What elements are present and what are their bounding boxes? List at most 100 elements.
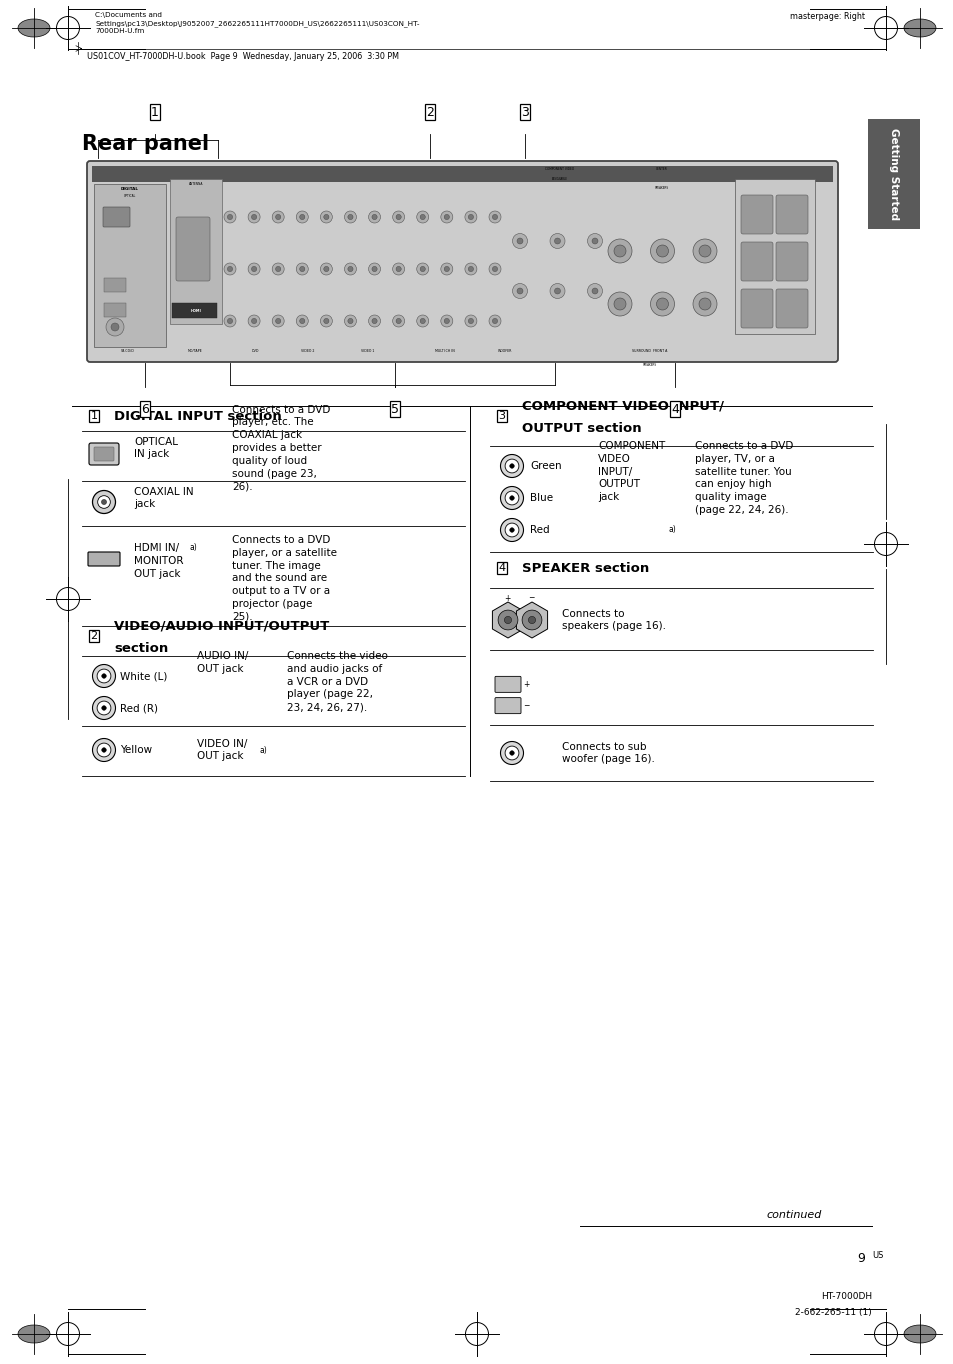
FancyBboxPatch shape: [91, 166, 832, 181]
Ellipse shape: [903, 1324, 935, 1344]
Text: 1: 1: [151, 105, 159, 119]
Circle shape: [299, 214, 305, 220]
Circle shape: [554, 288, 560, 295]
Circle shape: [468, 318, 473, 323]
Circle shape: [393, 315, 404, 327]
Circle shape: [699, 246, 710, 256]
Circle shape: [320, 315, 332, 327]
Circle shape: [512, 284, 527, 299]
FancyBboxPatch shape: [94, 184, 166, 346]
Text: SA-CD/D: SA-CD/D: [121, 349, 134, 353]
Circle shape: [252, 214, 256, 220]
FancyBboxPatch shape: [170, 179, 222, 325]
Circle shape: [554, 237, 560, 244]
Circle shape: [464, 263, 476, 276]
Circle shape: [500, 742, 523, 764]
Circle shape: [614, 246, 625, 256]
Circle shape: [419, 318, 425, 323]
FancyBboxPatch shape: [775, 195, 807, 235]
Circle shape: [320, 263, 332, 276]
Circle shape: [344, 315, 356, 327]
Circle shape: [492, 318, 497, 323]
Circle shape: [512, 233, 527, 248]
Circle shape: [323, 318, 329, 323]
Circle shape: [272, 211, 284, 222]
Text: OUTPUT section: OUTPUT section: [521, 421, 641, 435]
Text: +: +: [503, 593, 510, 603]
FancyBboxPatch shape: [495, 677, 520, 693]
Text: 3: 3: [498, 411, 505, 421]
Circle shape: [296, 211, 308, 222]
FancyBboxPatch shape: [495, 697, 520, 713]
Circle shape: [275, 318, 280, 323]
Circle shape: [368, 211, 380, 222]
FancyBboxPatch shape: [89, 443, 119, 465]
Text: Blue: Blue: [530, 492, 553, 503]
Circle shape: [102, 705, 106, 711]
Circle shape: [492, 266, 497, 271]
Circle shape: [323, 214, 329, 220]
FancyBboxPatch shape: [104, 278, 126, 292]
Text: CENTER: CENTER: [656, 166, 667, 170]
Circle shape: [509, 495, 514, 501]
Text: Red: Red: [530, 525, 549, 535]
Text: ANTENNA: ANTENNA: [189, 181, 203, 186]
FancyBboxPatch shape: [172, 303, 216, 318]
Circle shape: [504, 746, 518, 760]
Circle shape: [272, 315, 284, 327]
Text: 6: 6: [141, 402, 149, 416]
Circle shape: [248, 211, 260, 222]
Circle shape: [504, 524, 518, 537]
Text: section: section: [113, 641, 168, 655]
Circle shape: [227, 266, 233, 271]
Circle shape: [656, 246, 668, 256]
Circle shape: [92, 697, 115, 719]
Circle shape: [497, 610, 517, 630]
Text: OPTICAL: OPTICAL: [124, 194, 136, 198]
Text: 9: 9: [856, 1252, 864, 1266]
Circle shape: [368, 263, 380, 276]
FancyBboxPatch shape: [734, 179, 814, 334]
Circle shape: [395, 266, 401, 271]
Ellipse shape: [18, 1324, 50, 1344]
FancyBboxPatch shape: [740, 195, 772, 235]
Circle shape: [372, 266, 376, 271]
Circle shape: [323, 266, 329, 271]
Circle shape: [692, 239, 717, 263]
Text: OPTICAL
IN jack: OPTICAL IN jack: [133, 436, 178, 460]
Text: −: −: [523, 701, 530, 711]
Circle shape: [299, 266, 305, 271]
Circle shape: [372, 214, 376, 220]
Circle shape: [500, 487, 523, 510]
Circle shape: [509, 528, 514, 532]
Text: HDMI: HDMI: [191, 310, 201, 312]
Circle shape: [419, 266, 425, 271]
Text: US01COV_HT-7000DH-U.book  Page 9  Wednesday, January 25, 2006  3:30 PM: US01COV_HT-7000DH-U.book Page 9 Wednesda…: [87, 52, 398, 61]
Text: Rear panel: Rear panel: [82, 134, 209, 154]
Text: Connects to
speakers (page 16).: Connects to speakers (page 16).: [561, 608, 665, 632]
Circle shape: [227, 318, 233, 323]
Circle shape: [348, 214, 353, 220]
Circle shape: [500, 454, 523, 477]
Text: DIGITAL: DIGITAL: [121, 187, 139, 191]
Text: SPEAKER section: SPEAKER section: [521, 562, 649, 574]
Circle shape: [489, 211, 500, 222]
Circle shape: [97, 743, 111, 757]
Circle shape: [248, 263, 260, 276]
Text: WOOFER: WOOFER: [497, 349, 512, 353]
Circle shape: [444, 266, 449, 271]
Text: MD/TAPE: MD/TAPE: [188, 349, 202, 353]
Circle shape: [587, 284, 602, 299]
FancyBboxPatch shape: [175, 217, 210, 281]
Circle shape: [444, 214, 449, 220]
Circle shape: [344, 211, 356, 222]
Text: VIDEO IN/
OUT jack: VIDEO IN/ OUT jack: [196, 738, 247, 761]
Circle shape: [416, 315, 428, 327]
Circle shape: [97, 495, 111, 509]
FancyBboxPatch shape: [775, 241, 807, 281]
Circle shape: [320, 211, 332, 222]
Text: Red (R): Red (R): [120, 702, 158, 713]
Text: HDMI IN/
MONITOR
OUT jack: HDMI IN/ MONITOR OUT jack: [133, 543, 183, 578]
Text: MULTI CH IN: MULTI CH IN: [435, 349, 455, 353]
Circle shape: [102, 747, 106, 753]
